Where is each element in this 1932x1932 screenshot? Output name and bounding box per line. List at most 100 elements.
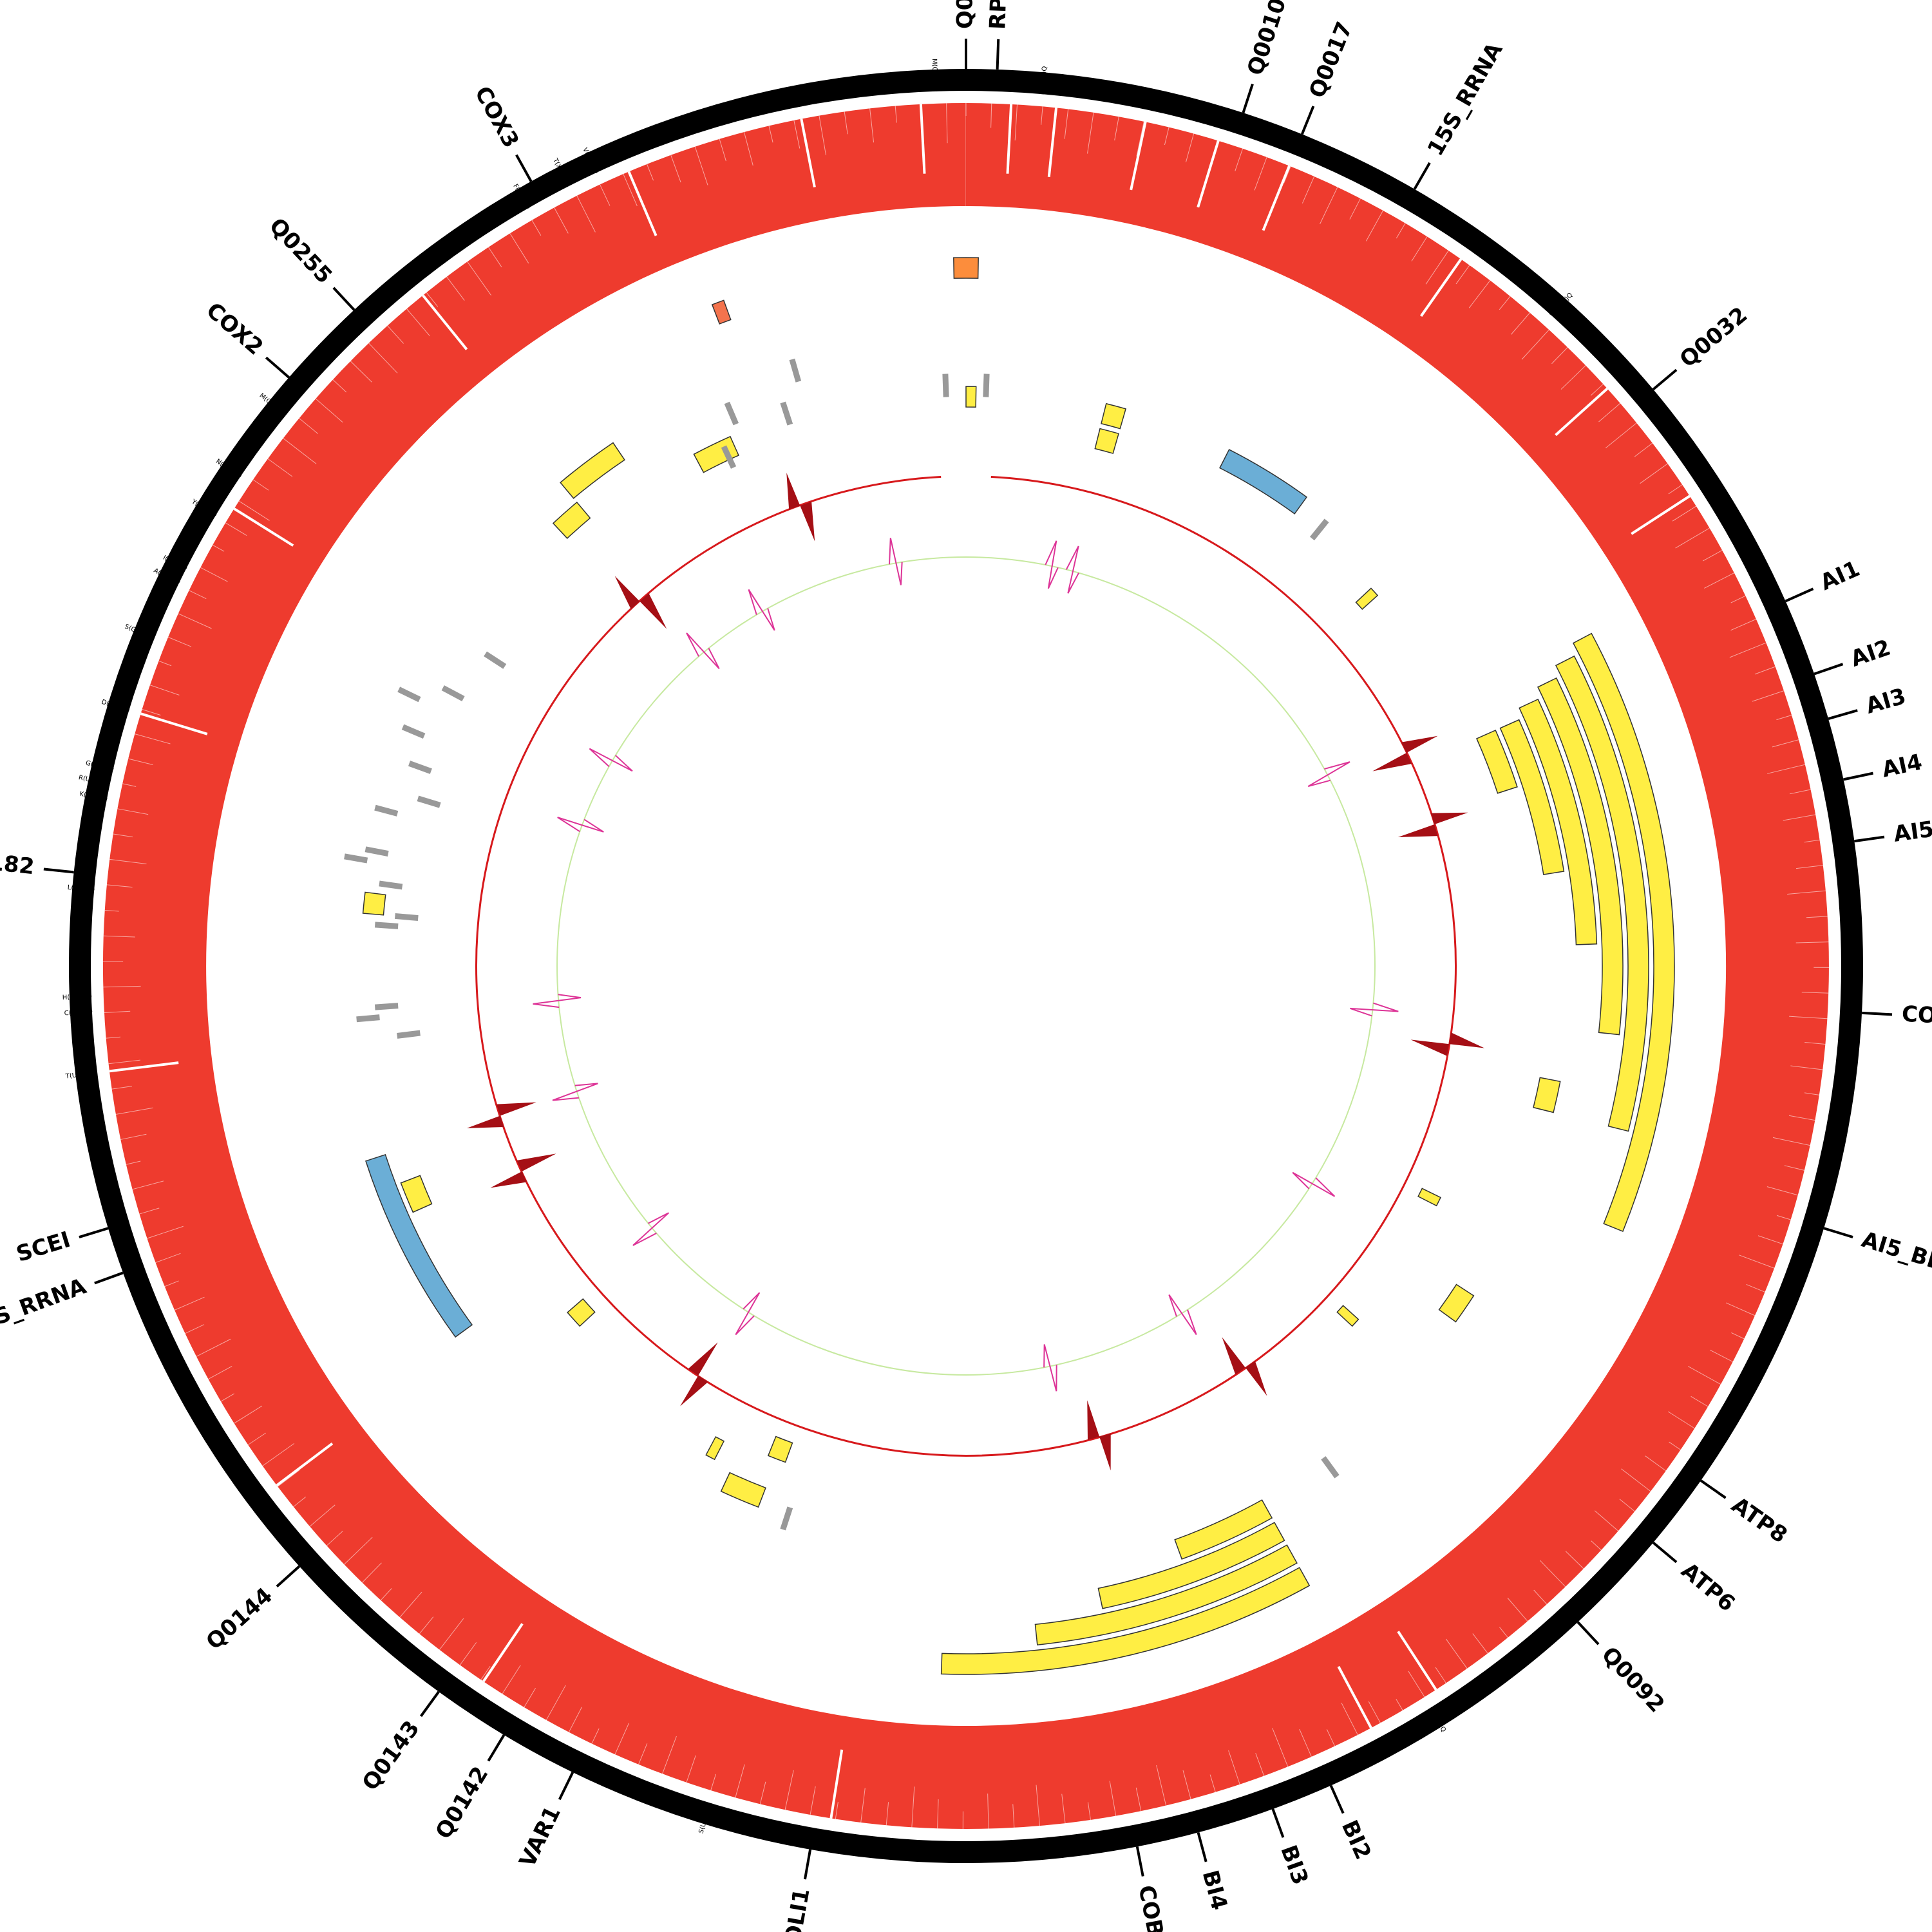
coverage-gap <box>109 1061 179 1073</box>
coverage-dip <box>531 220 542 236</box>
trna-tick <box>401 724 426 739</box>
coverage-dip <box>1326 1729 1336 1747</box>
feature-arc-intron <box>1555 655 1649 1132</box>
coverage-dip <box>662 1736 677 1774</box>
coverage-dip <box>1472 1633 1488 1654</box>
inner-baseline <box>556 556 1376 1376</box>
trna-tick <box>789 358 802 383</box>
variant-peak <box>1410 1032 1484 1056</box>
coverage-dip <box>309 1504 336 1527</box>
coverage-dip <box>1499 1627 1508 1638</box>
coverage-dip <box>332 379 347 393</box>
gene-label: Q0017 <box>1304 18 1358 102</box>
coverage-dip <box>238 500 270 521</box>
coverage-dip <box>1776 1215 1791 1220</box>
coverage-dip <box>1590 384 1604 396</box>
coverage-dip <box>1206 140 1219 180</box>
coverage-dip <box>139 1208 160 1215</box>
gene-label: RPM1 <box>985 0 1013 30</box>
feature-arc-intron <box>400 1175 433 1213</box>
inner-line-track <box>533 538 1399 1392</box>
gene-label: AI2 <box>1848 635 1894 672</box>
coverage-dip <box>293 1496 307 1508</box>
coverage-dip <box>686 1755 696 1783</box>
coverage-dip <box>1605 422 1637 449</box>
coverage-dip <box>1619 1499 1635 1512</box>
feature-arc-intron <box>693 435 739 473</box>
coverage-gap <box>233 507 294 547</box>
coverage-dip <box>1804 1042 1826 1045</box>
coverage-dip <box>1320 187 1338 225</box>
coverage-dip <box>895 106 897 123</box>
coverage-dip <box>1499 296 1511 310</box>
coverage-gap <box>1130 121 1147 191</box>
backbone-ring <box>69 69 1863 1863</box>
inner-peak <box>552 1083 598 1101</box>
feature-arc-intron <box>940 1567 1311 1675</box>
coverage-gap <box>482 1623 524 1683</box>
coverage-dip <box>1709 1349 1733 1363</box>
trna-label: P(UGG)Q <box>1039 66 1048 95</box>
trna-tick <box>397 687 421 703</box>
coverage-dip <box>344 1537 373 1565</box>
coverage-gap <box>1555 387 1609 437</box>
gene-tick <box>996 39 1000 70</box>
gene-tick <box>1271 1808 1285 1838</box>
backbone-circle <box>69 69 1863 1863</box>
coverage-dip <box>614 1723 629 1755</box>
coverage-dip <box>1408 1671 1425 1698</box>
coverage-dip <box>1365 210 1384 242</box>
coverage-dip <box>1730 618 1757 631</box>
gene-tick <box>43 867 74 874</box>
variant-peak <box>680 1342 718 1406</box>
gene-label: Q0010 <box>1242 0 1291 79</box>
trna-tick <box>356 1014 380 1023</box>
gene-label: Q0092 <box>1596 1642 1670 1718</box>
coverage-dip <box>1595 1510 1619 1531</box>
coverage-dip <box>1704 573 1735 589</box>
coverage-dip <box>106 884 133 888</box>
coverage-dip <box>1772 1137 1810 1146</box>
coverage-dip <box>545 1685 566 1721</box>
feature-arc-orf_red <box>711 299 732 325</box>
feature-arc-rrna <box>1219 449 1308 515</box>
coverage-dip <box>1136 121 1144 157</box>
gene-tick <box>1242 83 1254 113</box>
trna-tick <box>441 685 465 701</box>
coverage-dip <box>135 734 171 744</box>
coverage-dip <box>1783 814 1816 821</box>
trna-tick <box>1321 1456 1340 1479</box>
coverage-dip <box>1064 109 1069 139</box>
gene-tick <box>1135 1846 1144 1877</box>
coverage-dip <box>480 1665 491 1680</box>
gene-tick <box>276 1565 301 1588</box>
coverage-dip <box>759 1781 766 1804</box>
inner-peak <box>889 538 903 585</box>
coverage-dip <box>1804 1092 1820 1095</box>
coverage-dip <box>1209 1774 1216 1792</box>
gene-label: BI2 <box>1336 1816 1376 1863</box>
gene-label: AI1 <box>1816 556 1863 596</box>
feature-arc-intron <box>552 501 591 539</box>
coverage-dip <box>1789 1016 1828 1019</box>
coverage-dip <box>419 1616 434 1634</box>
coverage-dip <box>262 1443 295 1466</box>
coverage-dip <box>106 1036 121 1039</box>
gene-tick <box>487 1734 506 1762</box>
feature-arc-intron <box>1572 632 1675 1233</box>
coverage-dip <box>1235 148 1244 171</box>
trna-tick <box>365 846 389 857</box>
coverage-dip <box>1368 1701 1381 1723</box>
coverage-dip <box>1672 506 1697 522</box>
trna-tick <box>374 1003 399 1010</box>
feature-arc-intron <box>560 442 625 499</box>
trna-tick <box>484 651 507 669</box>
coverage-dip <box>1598 402 1621 422</box>
feature-arc-intron <box>1355 587 1379 611</box>
coverage-dip <box>1455 265 1470 285</box>
coverage-dip <box>502 1665 521 1694</box>
coverage-dip <box>670 155 681 183</box>
variant-line-track <box>466 473 1484 1471</box>
coverage-dip <box>189 590 207 600</box>
coverage-dip <box>1669 1441 1681 1450</box>
